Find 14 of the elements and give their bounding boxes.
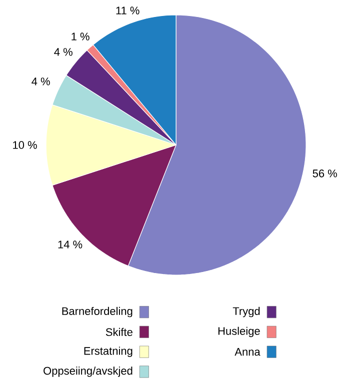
data-label: 11 % [116,6,140,14]
data-label: 4 % [54,48,72,56]
legend-label: Barnefordeling [62,306,132,318]
data-label: 56 % [312,170,337,178]
legend-label: Husleige [218,326,260,338]
legend-label: Oppseiing/avskjed [44,366,132,377]
data-label: 14 % [58,240,82,248]
legend-label: Erstatning [84,346,132,357]
legend-label: Skifte [106,328,132,336]
legend-label: Anna [234,348,260,356]
data-label: 10 % [13,141,37,149]
legend-label: Trygd [232,306,260,318]
data-label: 4 % [32,78,50,86]
data-label: 1 % [72,32,90,40]
